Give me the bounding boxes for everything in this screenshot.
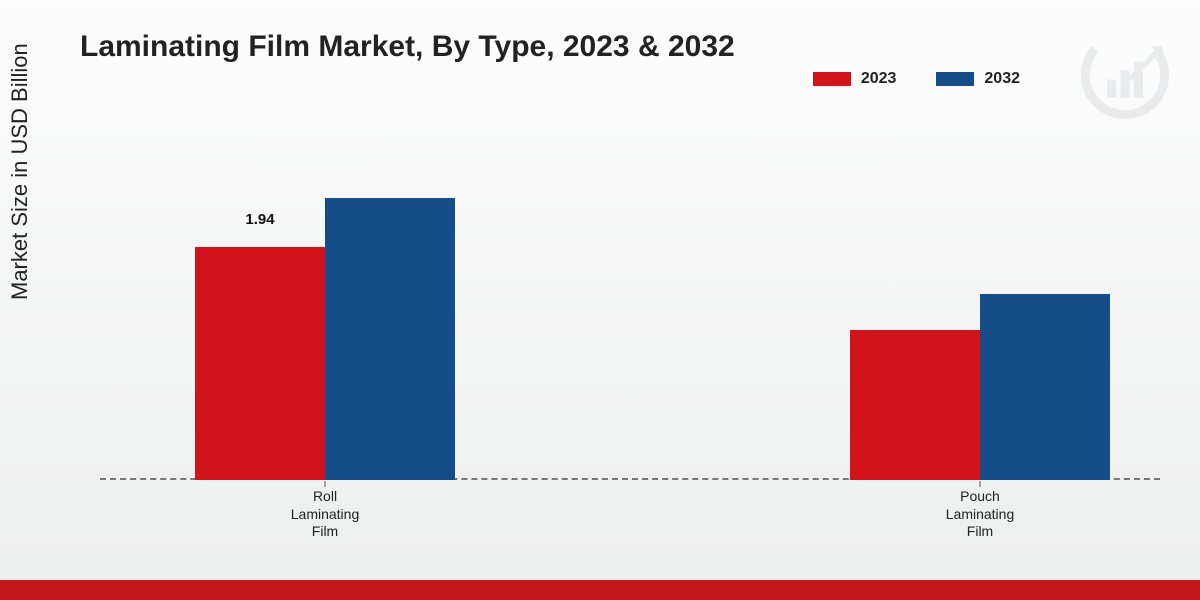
bar-pouch-2023: [850, 330, 980, 480]
y-axis-label: Market Size in USD Billion: [7, 43, 33, 300]
bar-value-label: 1.94: [245, 211, 274, 228]
legend: 2023 2032: [813, 70, 1020, 88]
legend-item-2023: 2023: [813, 70, 897, 88]
plot-area: 1.94: [100, 120, 1160, 480]
x-tick: [325, 481, 326, 487]
legend-label-2023: 2023: [861, 70, 897, 88]
bar-pouch-2032: [980, 294, 1110, 480]
x-tick: [980, 481, 981, 487]
chart-title: Laminating Film Market, By Type, 2023 & …: [80, 30, 735, 64]
bar-roll-2023: [195, 247, 325, 480]
legend-item-2032: 2032: [936, 70, 1020, 88]
legend-label-2032: 2032: [984, 70, 1020, 88]
bar-roll-2032: [325, 198, 455, 480]
legend-swatch-2032: [936, 72, 974, 86]
watermark-logo-icon: [1080, 30, 1170, 120]
x-category-label-roll: Roll Laminating Film: [291, 488, 360, 541]
x-category-label-pouch: Pouch Laminating Film: [946, 488, 1015, 541]
footer-accent-bar: [0, 580, 1200, 600]
chart-canvas: Laminating Film Market, By Type, 2023 & …: [0, 0, 1200, 600]
legend-swatch-2023: [813, 72, 851, 86]
